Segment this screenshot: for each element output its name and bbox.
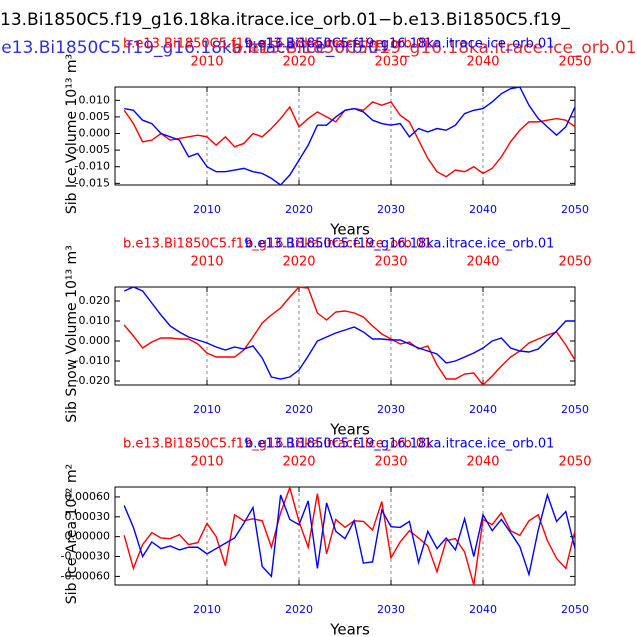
y-tick-label: -0.005 [75,143,110,156]
x-tick-label: 2050 [561,603,589,616]
series-label: b.e13.Bi1850C5.f19_g16.18ka.itrace.ice_o… [123,437,432,452]
x-tick-label: 2020 [285,403,313,416]
x-tick-label: 2050 [561,203,589,216]
x-axis-label: Years [329,221,370,239]
x2-tick-label: 2040 [466,255,499,270]
y-tick-label: 0.020 [79,294,111,307]
x-tick-label: 2030 [377,603,405,616]
x2-tick-label: 2020 [282,255,315,270]
y-tick-label: -0.00030 [61,550,110,563]
y-tick-label: 0.010 [79,314,111,327]
y-tick-label: 0.000 [79,127,111,140]
x2-tick-label: 2050 [558,55,591,70]
x2-tick-label: 2050 [558,455,591,470]
series-label: b.e13.Bi1850C5.f19_g16.18ka.itrace.ice_o… [245,237,554,252]
y-tick-label: -0.015 [75,176,110,189]
series-line [123,101,576,178]
y-axis-label: Sib Ice Area 10¹² m² [64,464,80,604]
x-tick-label: 2010 [193,203,221,216]
y-tick-label: 0.00000 [65,530,111,543]
y-tick-label: 0.000 [79,334,111,347]
x2-tick-label: 2030 [374,455,407,470]
x2-tick-label: 2030 [374,55,407,70]
y-tick-label: 0.00060 [65,490,111,503]
y-tick-label: -0.020 [75,374,110,387]
x-tick-label: 2010 [193,603,221,616]
series-line [123,286,575,380]
series-line [123,286,576,387]
x-axis-label: Years [329,621,370,637]
x-tick-label: 2030 [377,203,405,216]
x2-tick-label: 2040 [466,455,499,470]
x-tick-label: 2040 [469,403,497,416]
y-axis-label: Sib Ice Volume 10¹³ m³ [64,54,80,214]
series-label: b.e13.Bi1850C5.f19_g16.18ka.itrace.ice_o… [245,37,554,52]
y-tick-label: 0.005 [79,110,111,123]
x2-tick-label: 2020 [282,455,315,470]
subtitle: b.e13.Bi1850C5.f19_g16.18ka.itrace.ice_o… [0,38,390,58]
series-line [124,86,576,186]
x2-tick-label: 2010 [190,255,223,270]
series-label: b.e13.Bi1850C5.f19_g16.18ka.itrace.ice_o… [123,37,432,52]
series-label: b.e13.Bi1850C5.f19_g16.18ka.itrace.ice_o… [123,237,432,252]
x-tick-label: 2020 [285,603,313,616]
x2-tick-label: 2010 [190,455,223,470]
x2-tick-label: 2030 [374,255,407,270]
plot-frame [114,486,576,586]
x-tick-label: 2040 [469,603,497,616]
x-tick-label: 2020 [285,203,313,216]
plot-frame [114,286,576,386]
y-tick-label: -0.010 [75,160,110,173]
y-tick-label: -0.010 [75,354,110,367]
chart-title: 13.Bi1850C5.f19_g16.18ka.itrace.ice_orb.… [0,10,570,30]
y-tick-label: 0.00030 [65,510,111,523]
y-tick-label: 0.010 [79,93,111,106]
y-tick-label: -0.00060 [61,569,110,582]
subtitle: b.e13.Bi1850C5.f19_g16.18ka.itrace.ice_o… [232,38,637,58]
x2-tick-label: 2050 [558,255,591,270]
x-tick-label: 2040 [469,203,497,216]
x-axis-label: Years [329,421,370,439]
series-label: b.e13.Bi1850C5.f19_g16.18ka.itrace.ice_o… [245,437,554,452]
x2-tick-label: 2010 [190,55,223,70]
plot-frame [114,86,576,186]
x-tick-label: 2030 [377,403,405,416]
x2-tick-label: 2040 [466,55,499,70]
y-axis-label: Sib Snow Volume 10¹³ m³ [64,245,80,423]
x-tick-label: 2010 [193,403,221,416]
series-line [123,492,576,578]
x2-tick-label: 2020 [282,55,315,70]
series-line [123,485,576,586]
x-tick-label: 2050 [561,403,589,416]
